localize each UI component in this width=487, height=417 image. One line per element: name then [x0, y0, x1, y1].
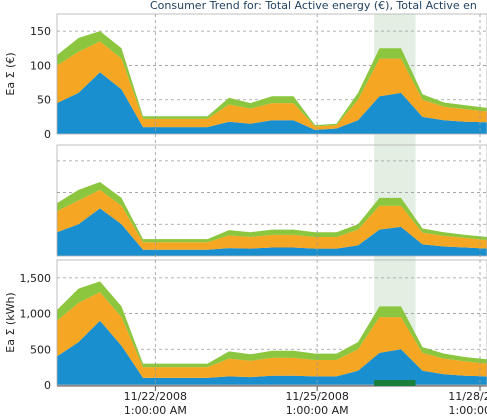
panel-3-series-3-area — [57, 281, 487, 368]
y-tick-label: 100 — [30, 59, 51, 72]
panel-1-series-3-area — [57, 31, 487, 127]
y-axis-label: Ea Σ (€) — [4, 52, 17, 95]
y-tick-label: 500 — [30, 343, 51, 356]
panel-frame — [56, 144, 487, 257]
panel-frame — [56, 259, 487, 386]
x-tick-date: 11/22/2008 — [124, 390, 187, 403]
y-tick-label: 0 — [44, 128, 51, 141]
y-tick-label: 1,000 — [20, 308, 52, 321]
panel-1-series-2-area — [57, 41, 487, 130]
x-tick-date: 11/25/2008 — [285, 390, 348, 403]
x-tick-time: 1:00:00 AM — [124, 404, 187, 417]
y-tick-label: 1,500 — [20, 272, 52, 285]
y-tick-label: 50 — [37, 94, 51, 107]
y-tick-label: 0 — [44, 379, 51, 392]
panel-3-series-1-area — [57, 320, 487, 385]
y-axis-label: Ea Σ (kWh) — [4, 292, 17, 352]
highlight-marker — [374, 380, 416, 386]
chart-title: Consumer Trend for: Total Active energy … — [150, 0, 477, 12]
x-tick-time: 1:00:00 AM — [449, 404, 487, 417]
panel-2-series-1-area — [57, 208, 487, 256]
panel-2-series-2-area — [57, 189, 487, 250]
panel-1-series-1-area — [57, 72, 487, 134]
y-tick-label: 150 — [30, 25, 51, 38]
x-tick-time: 1:00:00 AM — [286, 404, 349, 417]
panel-2-series-3-area — [57, 182, 487, 243]
x-tick-date: 11/28/2008 — [448, 390, 487, 403]
panel-frame — [56, 13, 487, 135]
panel-3-series-2-area — [57, 292, 487, 378]
